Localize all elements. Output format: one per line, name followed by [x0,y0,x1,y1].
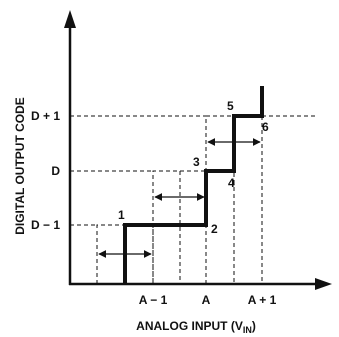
x-axis-title-subscript: IN [243,325,252,335]
x-axis-title-main: ANALOG INPUT (V [136,319,243,333]
x-tick-a: A [202,293,211,307]
point-label-4: 4 [228,176,235,190]
x-axis-arrowhead [315,278,332,290]
dashed-guides [70,115,318,284]
y-tick-d-minus-1: D − 1 [31,218,60,232]
point-label-2: 2 [211,222,218,236]
y-axis-title: DIGITAL OUTPUT CODE [13,97,27,235]
point-label-3: 3 [193,155,200,169]
x-axis-title: ANALOG INPUT (VIN) [136,319,256,335]
y-axis-arrowhead [64,10,76,28]
point-label-6: 6 [262,120,269,134]
x-tick-a-minus-1: A − 1 [139,293,168,307]
staircase-transfer-line [123,86,264,284]
x-tick-a-plus-1: A + 1 [248,293,277,307]
x-axis-title-close: ) [252,319,256,333]
point-label-5: 5 [227,99,234,113]
y-tick-d: D [51,164,60,178]
y-tick-d-plus-1: D + 1 [31,109,60,123]
point-label-1: 1 [118,208,125,222]
